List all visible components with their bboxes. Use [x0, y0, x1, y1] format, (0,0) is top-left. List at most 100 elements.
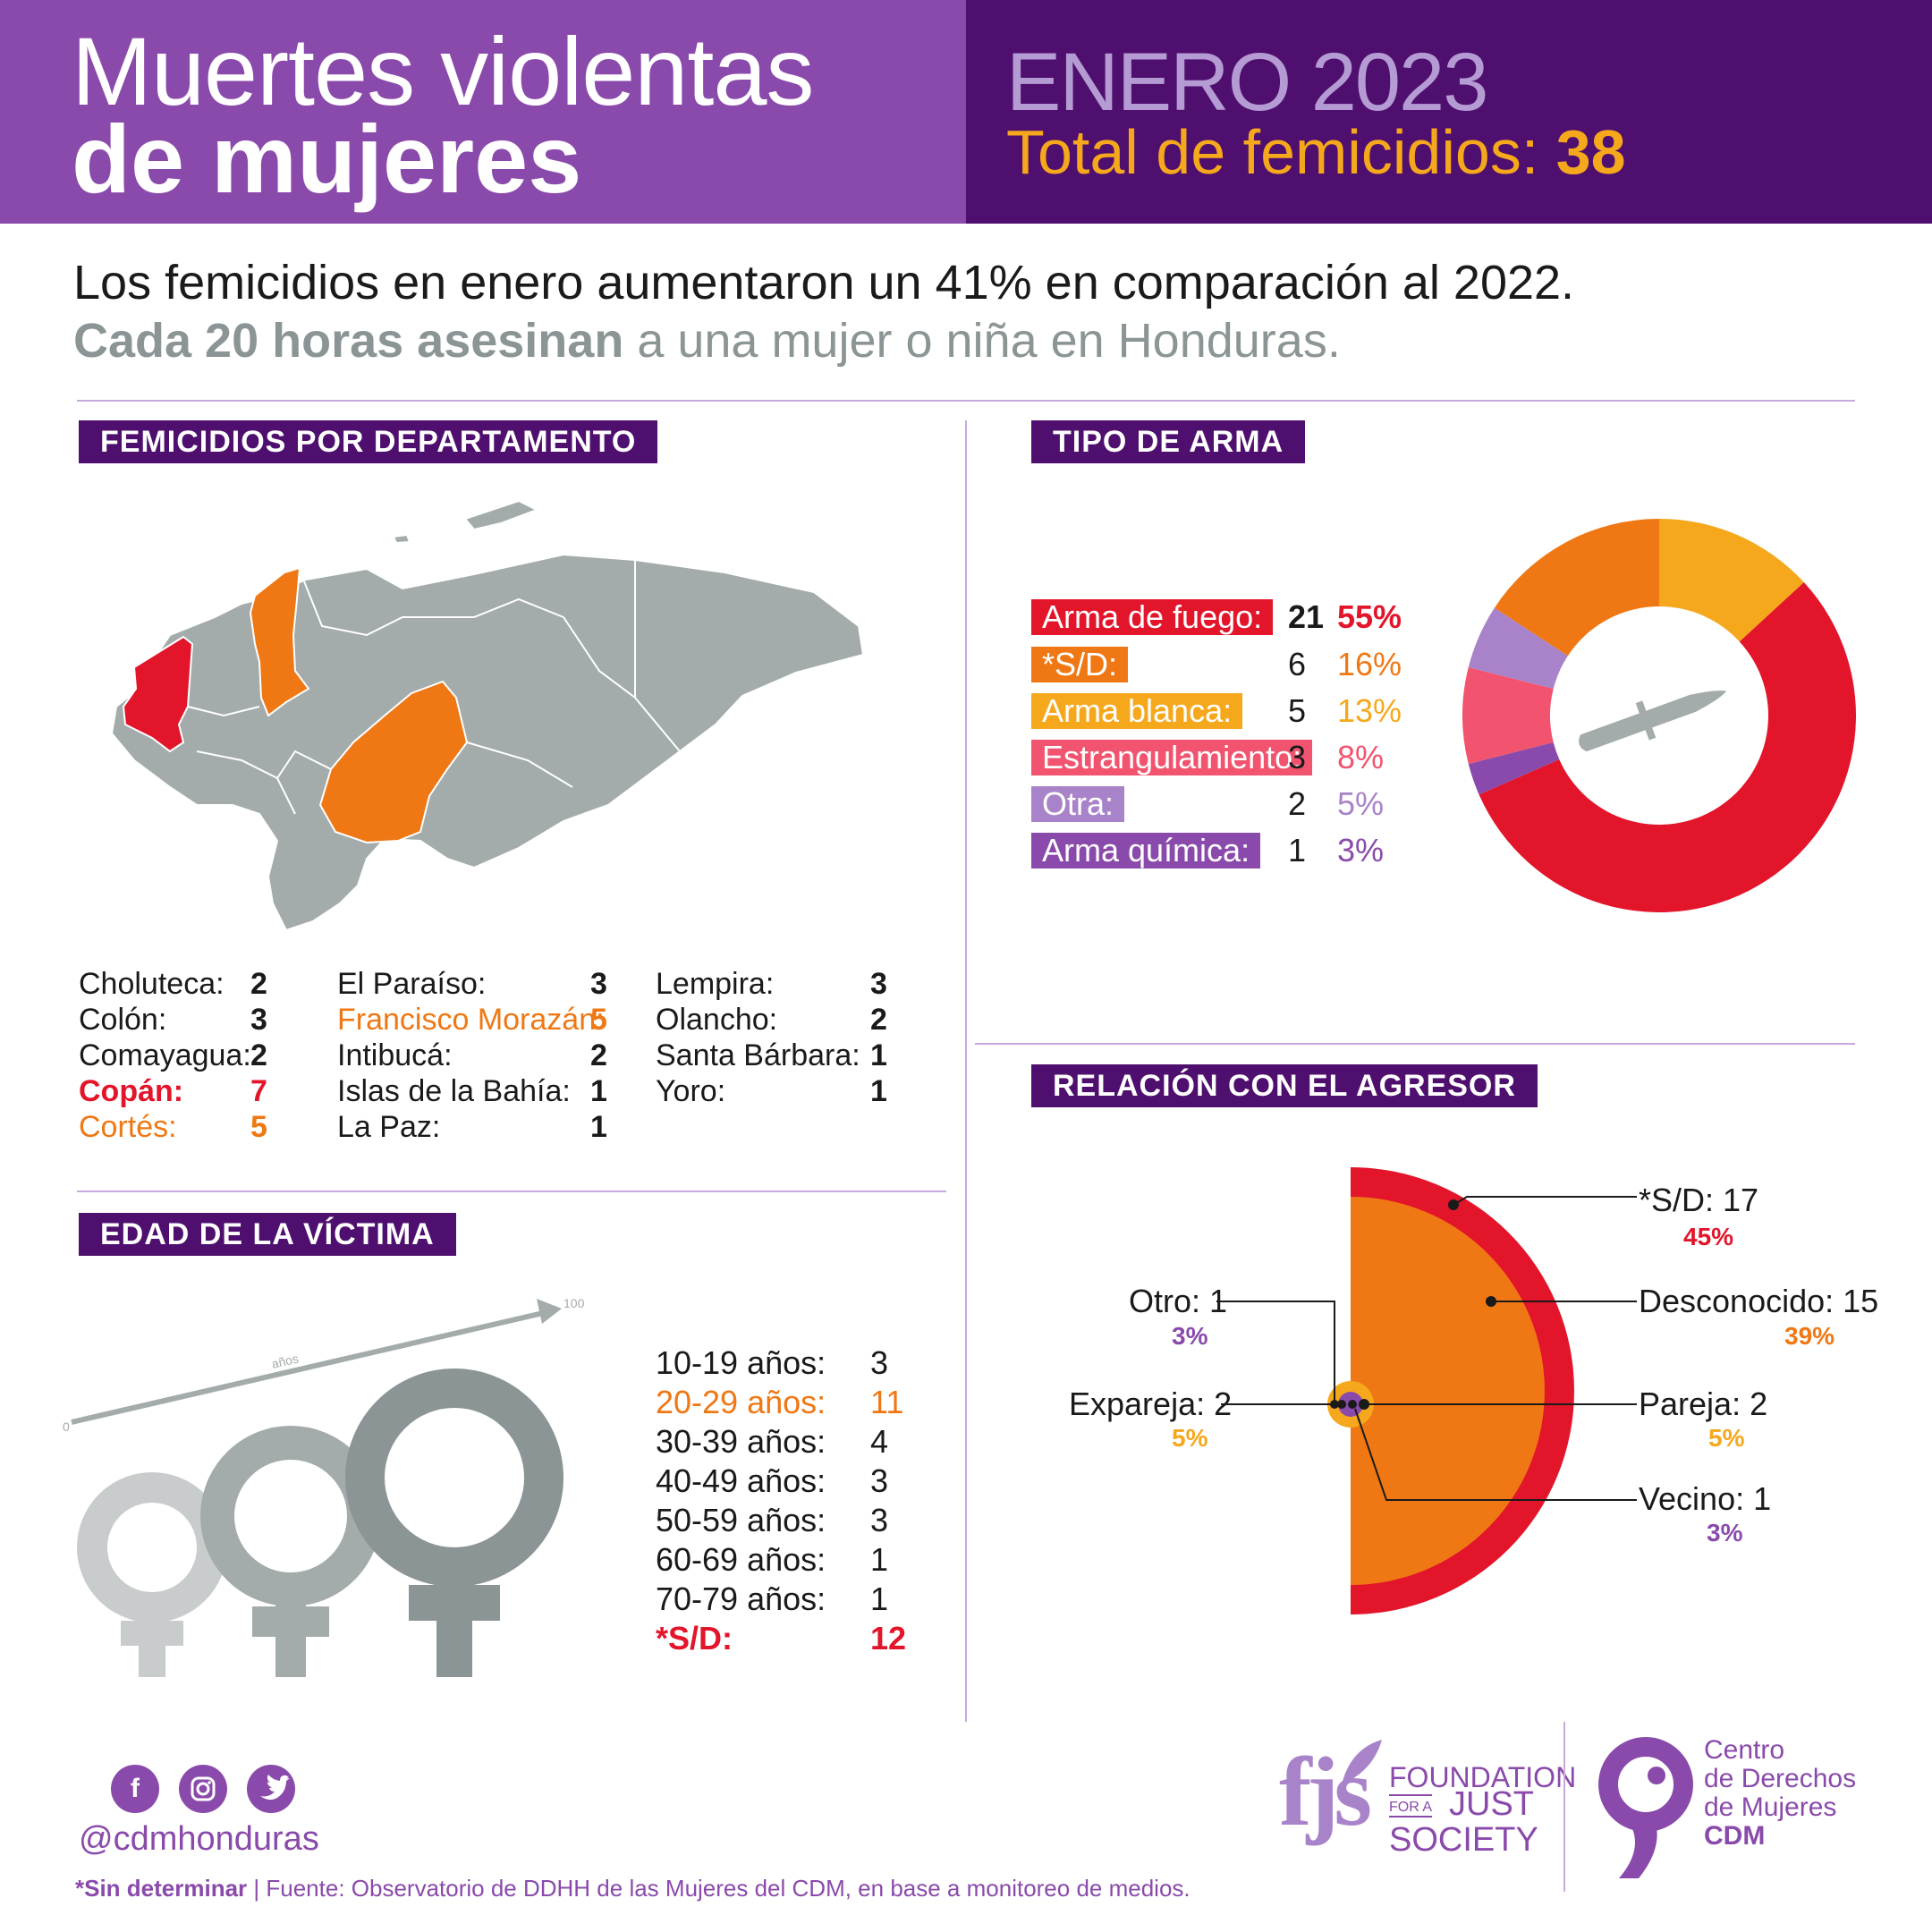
female-symbol-medium: [200, 1426, 381, 1677]
relation-pct-expareja: 5%: [1172, 1424, 1208, 1452]
donut-slice-4: [1468, 607, 1568, 690]
facebook-icon[interactable]: f: [111, 1765, 159, 1813]
title-line-1: Muertes violentas: [72, 17, 814, 125]
relation-pct-otro: 3%: [1172, 1322, 1208, 1350]
age-val-60-69: 1: [870, 1541, 889, 1578]
total-label: Total de femicidios:: [1006, 117, 1556, 187]
map-cortes: [249, 566, 310, 717]
weapon-pct-firearm: 55%: [1337, 598, 1402, 635]
donut-slice-0: [1479, 581, 1856, 913]
cdm-line-1: Centro: [1704, 1735, 1785, 1765]
weapon-label-sd: *S/D:: [1031, 647, 1129, 682]
weapon-label-chemical: Arma química:: [1031, 833, 1261, 869]
age-label-sd: *S/D:: [656, 1620, 733, 1657]
weapon-count-blade: 5: [1288, 692, 1307, 729]
header-right-band: [966, 0, 1932, 224]
relation-pct-pareja: 5%: [1708, 1424, 1745, 1452]
dep-name-islas-bahia: Islas de la Bahía:: [337, 1074, 571, 1108]
dep-name-francisco-morazan: Francisco Morazán:: [337, 1003, 605, 1037]
donut-slice-5: [1468, 741, 1560, 795]
dep-val-choluteca: 2: [250, 967, 267, 1001]
weapon-count-other: 2: [1288, 785, 1307, 822]
dep-name-la-paz: La Paz:: [337, 1110, 441, 1144]
dep-name-el-paraiso: El Paraíso:: [337, 967, 487, 1001]
age-label-60-69: 60-69 años:: [656, 1541, 826, 1578]
dep-name-yoro: Yoro:: [656, 1074, 726, 1108]
cdm-line-2: de Derechos: [1704, 1764, 1857, 1793]
total-value: 38: [1555, 117, 1626, 187]
leader-sd: [1453, 1196, 1637, 1206]
relation-label-otro: Otro: 1: [1129, 1283, 1228, 1319]
weapon-label-strangulation: Estrangulamiento:: [1031, 740, 1313, 775]
intro-line-2-rest: a una mujer o niña en Honduras.: [623, 314, 1341, 368]
age-axis-start: 0: [63, 1419, 70, 1434]
twitter-icon[interactable]: [247, 1765, 295, 1813]
weapon-label-firearm: Arma de fuego:: [1031, 599, 1274, 635]
footnote-bold: *Sin determinar: [75, 1875, 248, 1902]
honduras-map: [110, 499, 865, 932]
dep-val-el-paraiso: 3: [590, 967, 607, 1001]
dep-name-cortes: Cortés:: [79, 1110, 177, 1144]
age-label-10-19: 10-19 años:: [656, 1344, 826, 1381]
age-val-10-19: 3: [870, 1344, 889, 1381]
donut-slice-2: [1659, 519, 1804, 642]
weapon-donut-chart: [1462, 519, 1856, 913]
title-line-2: de mujeres: [72, 105, 582, 213]
dep-val-islas-bahia: 1: [590, 1074, 607, 1108]
weapon-pct-chemical: 3%: [1337, 832, 1385, 869]
dep-val-comayagua: 2: [250, 1038, 267, 1072]
dep-name-intibuca: Intibucá:: [337, 1038, 453, 1072]
relation-label-pareja: Pareja: 2: [1639, 1385, 1768, 1422]
age-axis-label: años: [270, 1352, 300, 1371]
relation-pct-desconocido: 39%: [1784, 1322, 1835, 1350]
relation-label-sd: *S/D: 17: [1639, 1182, 1759, 1218]
map-islands: [463, 499, 539, 531]
age-label-40-49: 40-49 años:: [656, 1462, 826, 1499]
dep-val-la-paz: 1: [590, 1110, 607, 1144]
intro-line-2-bold: Cada 20 horas asesinan: [73, 314, 624, 368]
map-francisco-morazan: [318, 680, 469, 844]
fjs-leaf-icon: [1342, 1740, 1382, 1784]
weapon-count-strangulation: 3: [1288, 739, 1307, 775]
dep-val-yoro: 1: [870, 1074, 887, 1108]
age-val-50-59: 3: [870, 1502, 889, 1538]
footnote: *Sin determinar | Fuente: Observatorio d…: [75, 1875, 1191, 1902]
dep-name-copan: Copán:: [79, 1074, 184, 1108]
dep-name-lempira: Lempira:: [656, 967, 775, 1001]
female-symbol-small: [77, 1472, 227, 1677]
intro-line-1: Los femicidios en enero aumentaron un 41…: [73, 256, 1575, 309]
age-label-20-29: 20-29 años:: [656, 1384, 826, 1420]
dep-val-olancho: 2: [870, 1003, 887, 1037]
social-handle[interactable]: @cdmhonduras: [79, 1820, 319, 1858]
relation-pct-vecino: 3%: [1707, 1519, 1743, 1546]
age-val-20-29: 11: [870, 1384, 904, 1420]
period-label: ENERO 2023: [1006, 37, 1488, 128]
leader-vecino: [1354, 1408, 1637, 1501]
relation-label-desconocido: Desconocido: 15: [1639, 1283, 1879, 1319]
cdm-logo-icon: [1598, 1737, 1693, 1878]
age-val-40-49: 3: [870, 1462, 889, 1499]
divider-right-mid: [975, 1043, 1855, 1045]
donut-slice-1: [1494, 519, 1659, 657]
divider-top: [77, 400, 1855, 402]
dep-name-olancho: Olancho:: [656, 1003, 778, 1037]
section-relation-tag: RELACIÓN CON EL AGRESOR: [1031, 1064, 1538, 1107]
weapon-pct-sd: 16%: [1337, 646, 1402, 682]
dep-val-francisco-morazan: 5: [590, 1003, 607, 1037]
dep-val-cortes: 5: [250, 1110, 267, 1144]
instagram-icon[interactable]: [179, 1765, 227, 1813]
dep-name-santa-barbara: Santa Bárbara:: [656, 1038, 860, 1072]
age-val-30-39: 4: [870, 1423, 889, 1460]
fjs-line-1: FOUNDATION: [1389, 1761, 1577, 1793]
knife-bullet-icon: [1579, 691, 1727, 752]
age-label-70-79: 70-79 años:: [656, 1580, 826, 1617]
dep-val-lempira: 3: [870, 967, 887, 1001]
weapon-pct-strangulation: 8%: [1337, 739, 1385, 775]
cdm-line-3: de Mujeres: [1704, 1792, 1837, 1822]
weapon-label-other: Otra:: [1031, 786, 1125, 822]
dep-name-comayagua: Comayagua:: [79, 1038, 251, 1072]
fjs-for-a: FOR A: [1389, 1794, 1433, 1818]
map-base: [110, 499, 865, 932]
logo-divider: [1563, 1722, 1565, 1892]
dep-val-colon: 3: [250, 1003, 267, 1037]
